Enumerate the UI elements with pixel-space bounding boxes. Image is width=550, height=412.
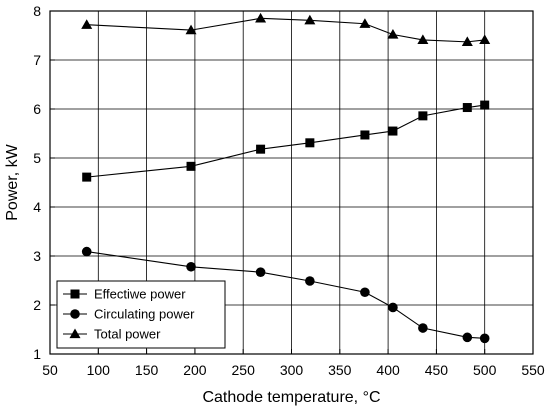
data-point (479, 34, 491, 45)
data-point (81, 19, 93, 29)
legend-marker (70, 309, 80, 319)
legend-marker (69, 328, 81, 339)
data-point (462, 103, 472, 113)
data-point (462, 332, 473, 343)
x-tick-label: 100 (87, 362, 111, 378)
data-point (81, 246, 92, 257)
x-tick-label: 300 (280, 362, 304, 378)
x-tick-label: 350 (328, 362, 352, 378)
legend-item: Total power (63, 327, 161, 342)
series-square (82, 100, 490, 182)
data-point (305, 138, 315, 148)
data-point (186, 261, 196, 272)
series-triangle (81, 12, 491, 46)
data-point (304, 14, 316, 25)
y-tick-label: 7 (33, 52, 41, 68)
grid-layer (50, 11, 533, 354)
y-tick-label: 3 (33, 248, 41, 264)
data-point (359, 18, 371, 28)
ticks-layer: 50 100 150 200 250 300 350 400 450 500 550 1 2 3 4 5 6 7 8 (33, 3, 545, 378)
x-tick-label: 400 (376, 362, 400, 378)
data-point (387, 29, 399, 39)
y-tick-label: 4 (33, 199, 41, 215)
y-tick-label: 6 (33, 101, 41, 117)
data-point (360, 287, 370, 298)
data-point (256, 144, 266, 154)
x-tick-label: 500 (473, 362, 497, 378)
data-point (186, 161, 196, 171)
legend-label: Circulating power (94, 307, 195, 322)
data-point (305, 276, 315, 286)
y-tick-label: 1 (33, 346, 41, 362)
legend-marker (70, 289, 80, 299)
data-point (417, 34, 429, 45)
y-tick-label: 2 (33, 297, 41, 313)
x-tick-label: 50 (42, 362, 58, 378)
x-tick-label: 200 (183, 362, 207, 378)
data-point (255, 12, 267, 23)
x-tick-label: 450 (425, 362, 449, 378)
legend-item: Circulating power (63, 307, 195, 322)
x-tick-label: 150 (135, 362, 159, 378)
data-point (388, 126, 398, 136)
data-point (418, 111, 428, 121)
data-point (185, 24, 197, 35)
y-tick-label: 5 (33, 150, 41, 166)
x-tick-label: 250 (232, 362, 256, 378)
data-point (388, 302, 398, 313)
y-tick-label: 8 (33, 3, 41, 19)
data-point (255, 267, 266, 277)
data-point (418, 323, 428, 333)
series-circle (81, 246, 490, 344)
data-point (82, 172, 92, 182)
data-point (461, 36, 473, 46)
x-tick-label: 550 (521, 362, 545, 378)
legend-label: Total power (94, 327, 161, 342)
data-point (360, 130, 370, 140)
y-axis-label: Power, kW (4, 143, 21, 220)
x-axis-label: Cathode temperature, °C (202, 389, 380, 406)
legend-item: Effectiwe power (63, 287, 186, 302)
legend: Effectiwe power Circulating power Total po… (56, 280, 226, 349)
series-layer (81, 12, 491, 344)
legend-label: Effectiwe power (94, 287, 186, 302)
data-point (479, 333, 490, 344)
data-point (480, 100, 490, 110)
